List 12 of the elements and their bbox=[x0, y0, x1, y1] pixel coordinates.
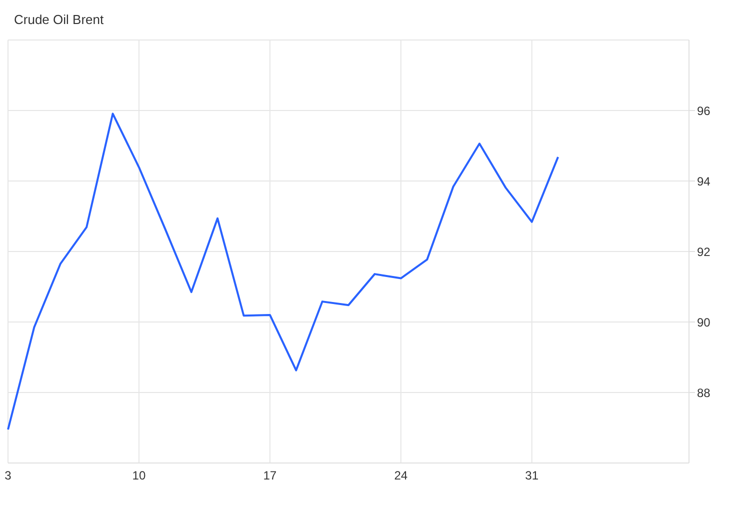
x-tick-label: 3 bbox=[4, 468, 12, 483]
x-tick-label: 24 bbox=[394, 468, 408, 483]
x-tick-label: 31 bbox=[525, 468, 539, 483]
y-tick-label: 88 bbox=[697, 386, 711, 400]
chart-title: Crude Oil Brent bbox=[14, 12, 104, 27]
x-tick-label: 17 bbox=[263, 468, 277, 483]
x-tick-label: 10 bbox=[132, 468, 146, 483]
y-tick-label: 96 bbox=[697, 104, 711, 118]
y-tick-label: 90 bbox=[697, 315, 711, 330]
line-series bbox=[7, 112, 560, 431]
y-tick-label: 92 bbox=[697, 244, 711, 259]
y-tick-label: 94 bbox=[697, 174, 711, 188]
